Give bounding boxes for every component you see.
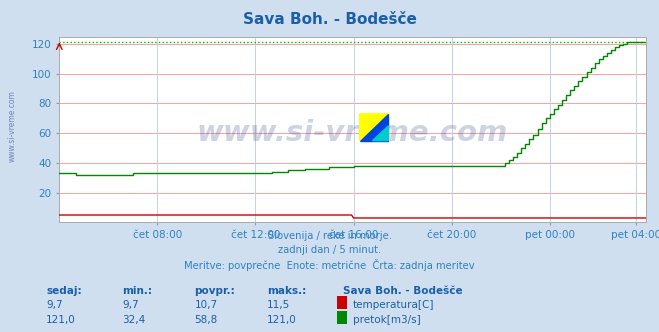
Text: zadnji dan / 5 minut.: zadnji dan / 5 minut. [278, 245, 381, 255]
Text: povpr.:: povpr.: [194, 286, 235, 296]
Text: www.si-vreme.com: www.si-vreme.com [197, 119, 508, 147]
Polygon shape [360, 114, 388, 141]
Text: maks.:: maks.: [267, 286, 306, 296]
Text: Slovenija / reke in morje.: Slovenija / reke in morje. [268, 231, 391, 241]
Text: 121,0: 121,0 [267, 315, 297, 325]
Text: 9,7: 9,7 [122, 300, 138, 310]
Text: temperatura[C]: temperatura[C] [353, 300, 434, 310]
Text: Meritve: povprečne  Enote: metrične  Črta: zadnja meritev: Meritve: povprečne Enote: metrične Črta:… [184, 259, 475, 271]
Text: 58,8: 58,8 [194, 315, 217, 325]
Text: www.si-vreme.com: www.si-vreme.com [8, 90, 17, 162]
Text: pretok[m3/s]: pretok[m3/s] [353, 315, 420, 325]
Text: Sava Boh. - Bodešče: Sava Boh. - Bodešče [243, 12, 416, 27]
Polygon shape [372, 126, 388, 141]
Text: 121,0: 121,0 [46, 315, 76, 325]
Text: Sava Boh. - Bodešče: Sava Boh. - Bodešče [343, 286, 463, 296]
Text: 10,7: 10,7 [194, 300, 217, 310]
Text: min.:: min.: [122, 286, 152, 296]
Polygon shape [360, 114, 388, 141]
Text: 9,7: 9,7 [46, 300, 63, 310]
Text: 32,4: 32,4 [122, 315, 145, 325]
Text: 11,5: 11,5 [267, 300, 290, 310]
Text: sedaj:: sedaj: [46, 286, 82, 296]
